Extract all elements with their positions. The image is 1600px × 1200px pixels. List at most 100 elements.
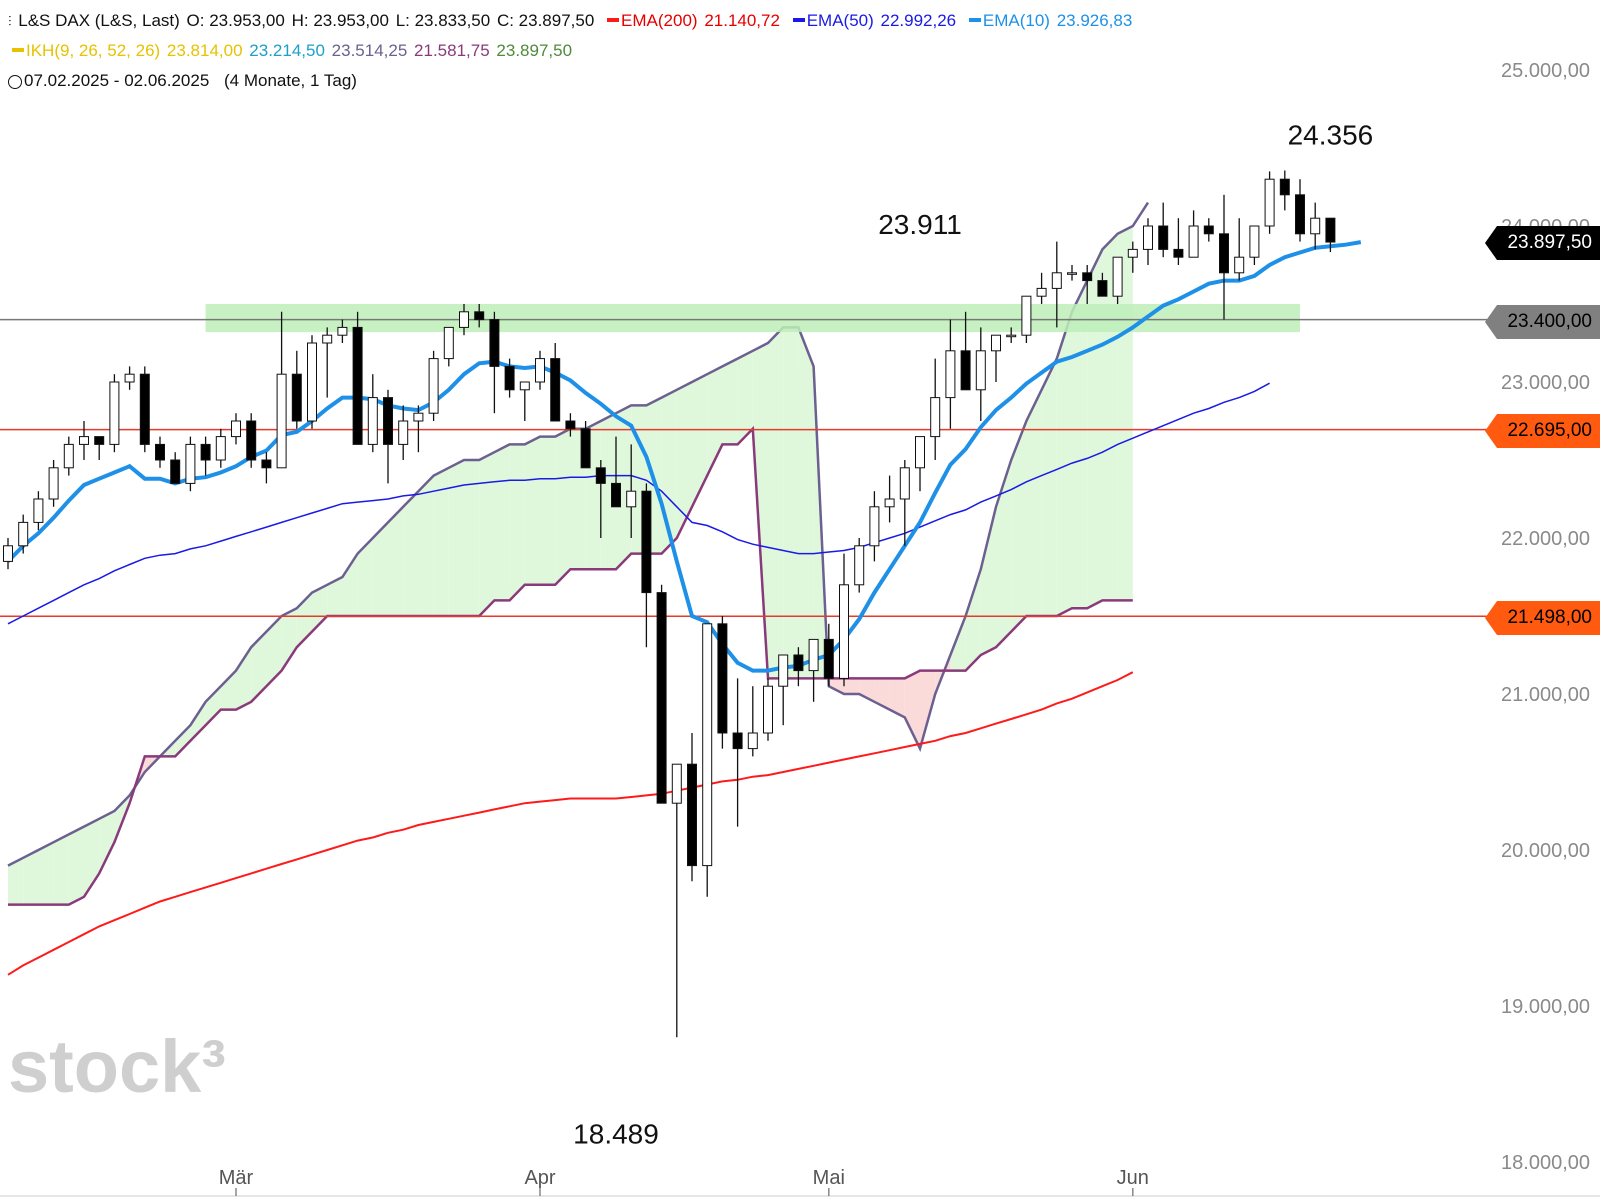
cloud-segment [175,725,191,757]
candle-body [1112,256,1123,297]
candle-body [367,397,378,445]
time-axis[interactable]: Mär Apr Mai Jun [0,1167,1600,1197]
candle-body [185,443,196,484]
cloud-segment [251,631,267,702]
candle-body [641,490,652,594]
cloud-segment [676,382,692,538]
cloud-segment [722,358,738,445]
cloud-segment [342,553,358,616]
cloud-segment [540,436,556,585]
candle-body [778,654,789,687]
cloud-segment [327,577,343,616]
cloud-segment [889,678,905,718]
cloud-segment [950,616,966,671]
candle-body [398,420,409,445]
date-range: 07.02.2025 - 02.06.2025 [24,71,210,90]
candle-body [930,397,941,438]
ema200-swatch [607,18,620,23]
candle-body [170,459,181,484]
ikh-label[interactable]: IKH(9, 26, 52, 26) [26,41,161,60]
cloud-segment [616,405,632,570]
cloud-segment [8,857,24,905]
ichimoku-cloud [7,201,1150,906]
ikh-span-a-line [7,201,1150,867]
candle-body [687,763,697,867]
cloud-segment [1056,311,1072,616]
candle-body [48,467,59,500]
cloud-segment [768,327,784,679]
candle-body [763,685,773,734]
candle-body [899,467,910,500]
x-tick-label: Jun [1117,1167,1149,1189]
cloud-segment [388,506,404,616]
ema50-line [7,382,1270,625]
x-tick-label: Apr [524,1167,555,1189]
ema50-swatch [792,18,805,23]
cloud-segment [1041,358,1057,616]
ema50-label[interactable]: EMA(50) [806,11,874,30]
cloud-segment [980,506,996,655]
cloud-segment [296,592,312,648]
cloud-segment [737,350,753,445]
candle-body [18,521,29,547]
ema10-line [6,240,1362,673]
clock-icon [8,74,22,89]
support2-price-tag: 21.498,00 [1485,601,1600,635]
cloud-segment [904,670,920,749]
ema200-line [7,671,1134,976]
cloud-segment [965,569,981,671]
cloud-segment [798,327,814,679]
candle-body [291,373,302,422]
cloud-segment [1072,280,1088,609]
candle-body [656,592,667,804]
ema200-label[interactable]: EMA(200) [621,11,698,30]
candle-body [1051,272,1062,289]
legend-row-range: 07.02.2025 - 02.06.2025 (4 Monate, 1 Tag… [8,70,359,92]
ema200-value: 21.140,72 [704,11,780,30]
y-tick-label: 25.000,00 [1501,60,1590,82]
candle-body [1097,280,1108,297]
candle-body [1203,225,1214,235]
candle-body [276,373,287,469]
candle-body [915,436,925,469]
candle-body [565,420,576,430]
candle-body [945,350,956,399]
candle-body [474,311,485,321]
candle-body [1325,217,1336,243]
y-tick-label: 18.000,00 [1501,1152,1590,1174]
ikh-span-b-value: 21.581,75 [414,41,490,60]
candle-body [383,397,393,445]
candle-body [1082,272,1093,282]
ema10-value: 23.926,83 [1056,11,1133,30]
cloud-segment [99,811,115,874]
candle-body [1310,217,1321,235]
legend-row-ikh: IKH(9, 26, 52, 26) 23.814,00 23.214,50 2… [8,40,574,62]
cloud-segment [844,678,860,694]
candle-body [1006,334,1017,338]
cloud-segment [205,686,221,726]
cloud-segment [1087,249,1103,609]
candle-body [960,350,971,391]
mid-high-annotation: 23.911 [878,209,962,240]
candle-body [1127,248,1138,258]
ema10-label[interactable]: EMA(10) [982,11,1050,30]
cloud-segment [752,343,768,679]
candle-body [413,412,424,422]
candle-body [337,326,348,336]
candle-body [428,358,439,414]
candle-body [33,498,44,523]
price-axis[interactable]: 18.000,00 19.000,00 20.000,00 21.000,00 22.0… [1501,60,1590,1174]
cloud-segment [220,670,236,710]
candle-body [79,436,89,445]
cloud-segment [433,467,449,616]
cloud-segment [448,460,464,616]
candle-body [215,436,226,461]
candle-body [550,358,561,422]
x-tick-label: Mär [219,1167,254,1189]
candle-body [200,443,211,461]
candle-body [94,436,105,445]
candle-body [231,420,241,438]
cloud-segment [509,444,525,601]
legend-row-ohlc: ⫶ L&S DAX (L&S, Last) O: 23.953,00 H: 23… [8,10,1134,32]
